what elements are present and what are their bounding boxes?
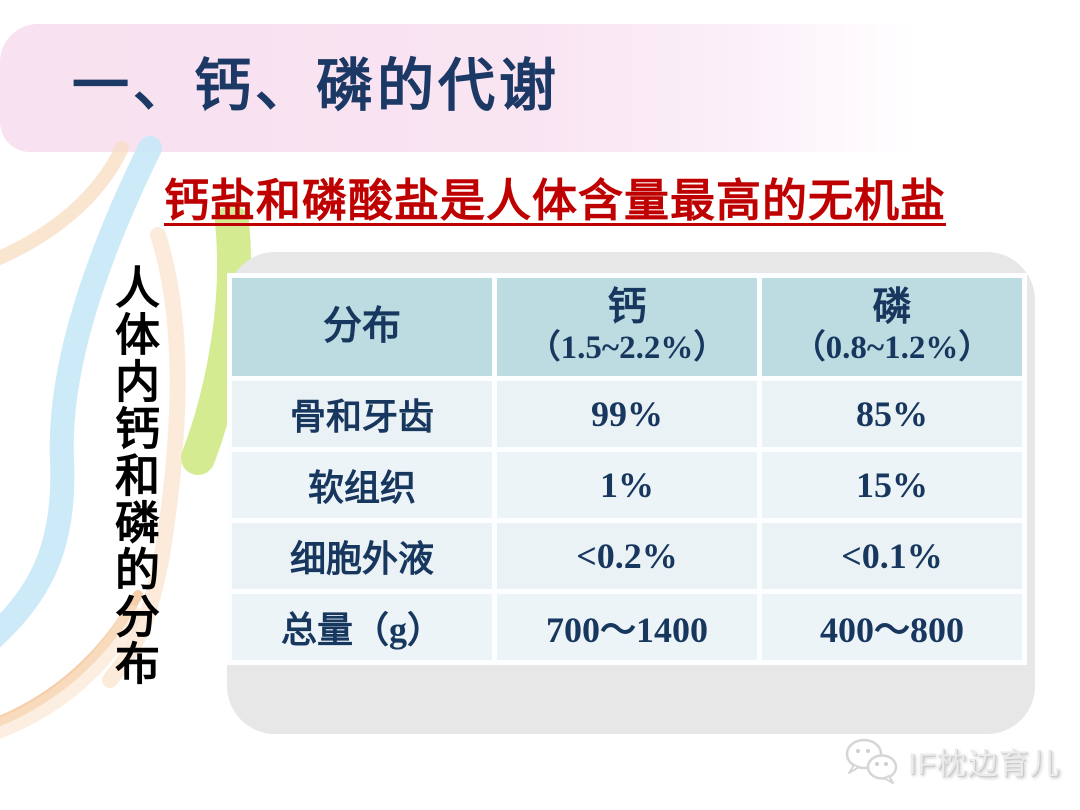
- table-header-row: 分布钙（1.5~2.2%）磷（0.8~1.2%）: [232, 278, 1022, 376]
- watermark-text: IF枕边育儿: [908, 748, 1061, 781]
- col-header-2: 磷（0.8~1.2%）: [762, 278, 1022, 376]
- table-cell: 99%: [497, 381, 757, 447]
- table-cell: <0.2%: [497, 523, 757, 589]
- table-cell: 软组织: [232, 452, 492, 518]
- table-cell: 700～1400: [497, 594, 757, 660]
- table-row: 骨和牙齿 99% 85%: [232, 381, 1022, 447]
- table-cell: 细胞外液: [232, 523, 492, 589]
- table-cell: 总量（g）: [232, 594, 492, 660]
- subtitle: 钙盐和磷酸盐是人体含量最高的无机盐: [163, 176, 946, 226]
- distribution-table: 分布钙（1.5~2.2%）磷（0.8~1.2%） 骨和牙齿 99% 85% 软组织 1%…: [227, 273, 1027, 665]
- header-row: 分布钙（1.5~2.2%）磷（0.8~1.2%）: [232, 278, 1022, 376]
- table-cell: 1%: [497, 452, 757, 518]
- table-cell: 85%: [762, 381, 1022, 447]
- table-row: 总量（g） 700～1400 400～800: [232, 594, 1022, 660]
- col-header-0: 分布: [232, 278, 492, 376]
- table-row: 细胞外液 <0.2% <0.1%: [232, 523, 1022, 589]
- table-cell: 骨和牙齿: [232, 381, 492, 447]
- page-title: 一、钙、磷的代谢: [72, 55, 560, 118]
- wechat-icon: [845, 738, 898, 784]
- watermark: IF枕边育儿: [842, 736, 1061, 786]
- table-cell: <0.1%: [762, 523, 1022, 589]
- table-body: 骨和牙齿 99% 85% 软组织 1% 15% 细胞外液 <0.2% <0.1% 总量（g） 700…: [232, 381, 1022, 660]
- table-cell: 400～800: [762, 594, 1022, 660]
- table-cell: 15%: [762, 452, 1022, 518]
- col-header-1: 钙（1.5~2.2%）: [497, 278, 757, 376]
- side-vertical-label: 人体内钙和磷的分布: [108, 264, 158, 687]
- title-banner: [0, 24, 1080, 152]
- table-row: 软组织 1% 15%: [232, 452, 1022, 518]
